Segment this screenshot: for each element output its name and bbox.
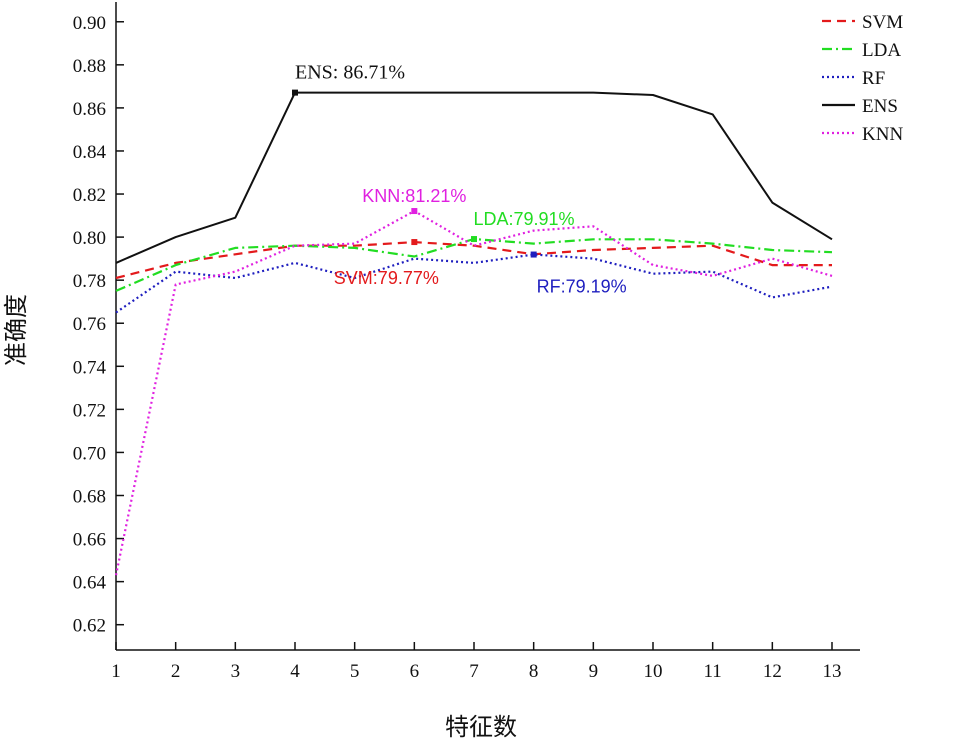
y-axis-title: 准确度 [2,294,30,366]
y-tick-label: 0.70 [73,443,106,464]
annotation-label-rf: RF:79.19% [537,277,627,297]
x-tick-label: 10 [644,661,663,682]
series-line-svm [115,241,832,280]
y-tick-label: 0.72 [73,400,106,421]
y-tick-label: 0.82 [73,185,106,206]
legend-label-knn: KNN [862,124,903,145]
y-tick-label: 0.90 [73,13,106,34]
x-tick-label: 6 [410,661,420,682]
x-tick-label: 9 [589,661,599,682]
x-tick-label: 5 [350,661,360,682]
series-line-rf [115,253,833,314]
y-tick-label: 0.66 [73,530,106,551]
y-tick-label: 0.84 [73,142,107,163]
legend-label-rf: RF [862,68,885,89]
x-axis-title: 特征数 [445,713,517,741]
y-tick-label: 0.62 [73,616,106,637]
x-tick-label: 3 [231,661,241,682]
peak-marker-knn [411,208,418,215]
x-tick-label: 1 [111,661,121,682]
x-axis-ticks: 1 2 3 4 5 6 7 8 9 10 11 12 13 [111,642,842,682]
legend-label-svm: SVM [862,12,903,33]
x-tick-label: 8 [529,661,539,682]
y-tick-label: 0.78 [73,271,106,292]
x-tick-label: 11 [704,661,722,682]
y-tick-label: 0.76 [73,314,106,335]
y-tick-label: 0.64 [73,573,107,594]
series-line-ens [115,91,833,264]
legend-label-ens: ENS [862,96,898,117]
peak-marker-lda [471,236,477,243]
annotation-label-lda: LDA:79.91% [473,209,574,229]
y-tick-label: 0.80 [73,228,106,249]
annotation-label-ens: ENS: 86.71% [295,62,405,84]
x-tick-label: 7 [469,661,479,682]
y-tick-label: 0.88 [73,56,106,77]
y-tick-label: 0.86 [73,99,106,120]
x-tick-label: 2 [171,661,181,682]
peak-annotations: ENS: 86.71% KNN:81.21% LDA:79.91% SVM:79.77… [292,62,627,297]
legend: SVM LDA RF ENS KNN [822,12,903,145]
x-tick-label: 12 [763,661,782,682]
y-tick-label: 0.68 [73,487,106,508]
series-lines [114,91,833,576]
legend-label-lda: LDA [862,40,901,61]
x-tick-label: 4 [290,661,300,682]
annotation-label-svm: SVM:79.77% [334,268,439,288]
y-tick-label: 0.74 [73,357,107,378]
x-tick-label: 13 [823,661,842,682]
y-axis-ticks: 0.62 0.64 0.66 0.68 0.70 0.72 0.74 0.76 0.78 0.80… [73,13,124,637]
annotation-label-knn: KNN:81.21% [362,186,466,206]
plot-frame [115,2,860,651]
series-line-knn [114,209,833,576]
peak-marker-svm [411,239,418,246]
peak-marker-rf [530,251,537,258]
peak-marker-ens [292,89,298,96]
